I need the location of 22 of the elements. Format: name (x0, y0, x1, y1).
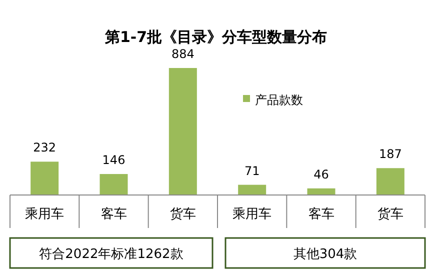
x-tick-label: 乘用车 (232, 207, 272, 222)
x-tick-label: 货车 (170, 207, 196, 222)
bar (30, 162, 59, 195)
data-label: 884 (171, 47, 194, 61)
bar (100, 174, 128, 195)
bar (168, 68, 197, 195)
x-tick-label: 客车 (308, 206, 334, 222)
x-tick-label: 乘用车 (25, 207, 64, 222)
bar (238, 184, 266, 195)
legend-label: 产品款数 (255, 93, 303, 107)
data-label: 46 (314, 167, 329, 182)
chart-title: 第1-7批《目录》分车型数量分布 (104, 28, 328, 46)
data-label: 71 (244, 164, 260, 178)
data-label: 187 (378, 147, 402, 162)
text: 其他304款 (293, 247, 358, 262)
x-tick-label: 货车 (377, 207, 404, 222)
bar (307, 188, 336, 195)
x-tick-label: 客车 (100, 206, 127, 222)
text: 符合2022年标准1262款 (39, 247, 184, 262)
data-label: 146 (102, 153, 126, 168)
data-label: 232 (33, 140, 56, 155)
bar (376, 168, 404, 195)
